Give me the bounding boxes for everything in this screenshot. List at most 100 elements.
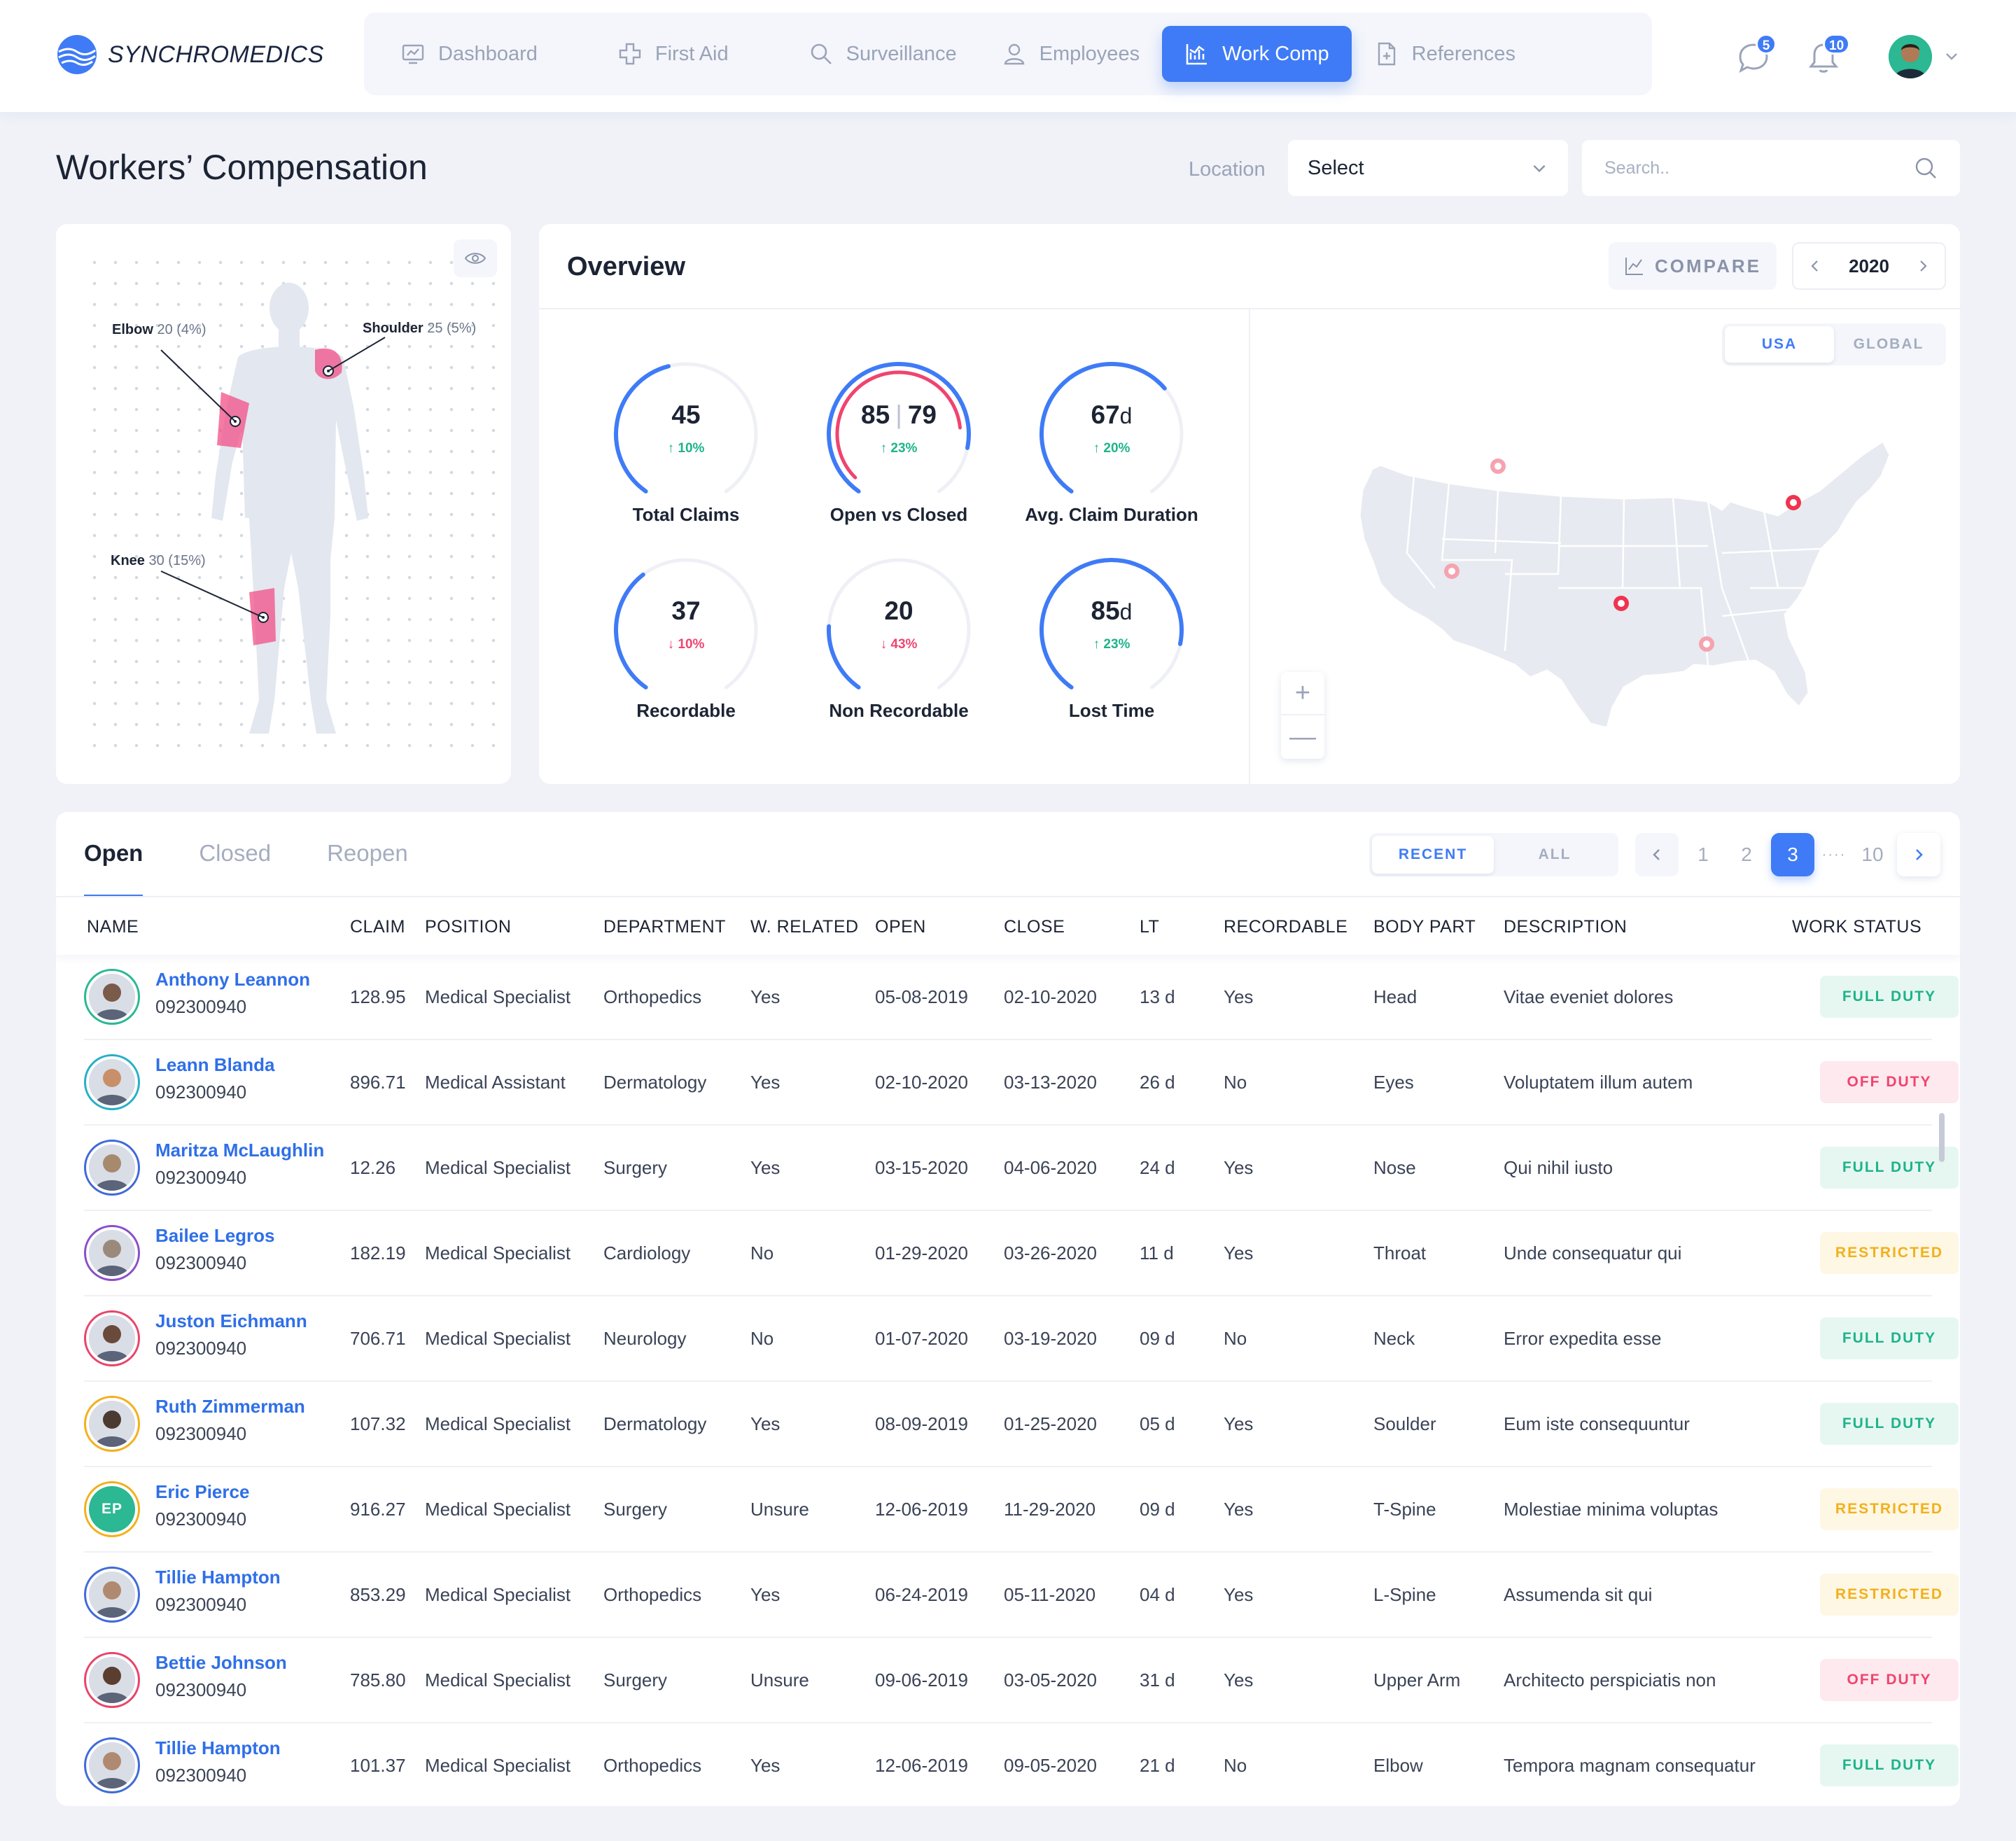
employee-name-link[interactable]: Leann Blanda (155, 1054, 275, 1075)
gauge-value: 20 (884, 596, 913, 625)
nav-employees[interactable]: Employees (979, 26, 1162, 82)
user-avatar[interactable] (1889, 35, 1932, 78)
col-work-status[interactable]: WORK STATUS (1792, 917, 1922, 937)
table-row[interactable]: Bailee Legros 092300940 182.19 Medical Sp… (84, 1211, 1959, 1296)
usa-map[interactable] (1330, 378, 1932, 756)
tab-closed[interactable]: Closed (199, 840, 272, 866)
avatar[interactable] (84, 1396, 140, 1452)
table-row[interactable]: Tillie Hampton 092300940 853.29 Medical S… (84, 1553, 1959, 1638)
claim-cell: 182.19 (350, 1242, 406, 1264)
range-recent-button[interactable]: RECENT (1372, 836, 1494, 874)
table-row[interactable]: EP Eric Pierce 092300940 916.27 Medical S… (84, 1467, 1959, 1553)
table-row[interactable]: Anthony Leannon 092300940 128.95 Medical … (84, 955, 1959, 1040)
avatar[interactable] (84, 1737, 140, 1793)
year-value: 2020 (1849, 255, 1889, 276)
arrow-down-icon: ↓ (667, 637, 675, 652)
col-position[interactable]: POSITION (425, 917, 512, 937)
recordable-gauge[interactable]: 37 ↓ 10% Recordable (609, 553, 763, 735)
col-lost-time[interactable]: LT (1140, 917, 1160, 937)
employee-id: 092300940 (155, 1679, 247, 1700)
page-1-button[interactable]: 1 (1698, 844, 1709, 865)
employee-name-link[interactable]: Anthony Leannon (155, 969, 310, 990)
table-row[interactable]: Bettie Johnson 092300940 785.80 Medical S… (84, 1638, 1959, 1723)
map-zoom-out-button[interactable]: — (1289, 722, 1316, 752)
table-scrollbar[interactable] (1939, 1113, 1945, 1162)
nav-first-aid[interactable]: First Aid (595, 26, 751, 82)
range-toggle: RECENT ALL (1369, 833, 1618, 876)
col-open[interactable]: OPEN (875, 917, 926, 937)
brand-logo[interactable]: SYNCHROMEDICS (56, 34, 324, 76)
nav-references[interactable]: References (1352, 26, 1538, 82)
nav-surveillance[interactable]: Surveillance (786, 26, 979, 82)
avatar[interactable] (84, 969, 140, 1025)
chevron-down-icon[interactable] (1943, 48, 1960, 64)
notifications-button[interactable]: 10 (1806, 34, 1855, 84)
avg-claim-duration-gauge[interactable]: 67d ↑ 20% Avg. Claim Duration (1025, 357, 1198, 539)
table-row[interactable]: Tillie Hampton 092300940 101.37 Medical S… (84, 1723, 1959, 1806)
chevron-right-icon[interactable] (1915, 258, 1931, 274)
region-global-tab[interactable]: GLOBAL (1853, 336, 1924, 352)
description-cell: Qui nihil iusto (1504, 1156, 1614, 1178)
work-related-cell: Unsure (750, 1669, 809, 1690)
description-cell: Voluptatem illum autem (1504, 1071, 1693, 1093)
description-cell: Unde consequatur qui (1504, 1242, 1682, 1264)
nav-work-comp[interactable]: Work Comp (1162, 26, 1352, 82)
table-row[interactable]: Ruth Zimmerman 092300940 107.32 Medical S… (84, 1382, 1959, 1467)
employee-name-link[interactable]: Tillie Hampton (155, 1567, 281, 1588)
employee-name-link[interactable]: Eric Pierce (155, 1481, 250, 1502)
work-related-cell: Yes (750, 986, 780, 1007)
col-work-related[interactable]: W. RELATED (750, 917, 859, 937)
col-claim[interactable]: CLAIM (350, 917, 405, 937)
prev-page-button[interactable] (1635, 833, 1679, 876)
region-usa-tab[interactable]: USA (1725, 326, 1834, 363)
avatar[interactable] (84, 1310, 140, 1366)
nav-dashboard[interactable]: Dashboard (378, 26, 560, 82)
status-badge: RESTRICTED (1820, 1232, 1959, 1274)
lost-time-gauge[interactable]: 85d ↑ 23% Lost Time (1035, 553, 1189, 735)
avatar[interactable] (84, 1567, 140, 1623)
messages-button[interactable]: 5 (1736, 34, 1778, 84)
employee-name-link[interactable]: Maritza McLaughlin (155, 1140, 325, 1161)
chevron-left-icon[interactable] (1807, 258, 1823, 274)
status-badge: FULL DUTY (1820, 1744, 1959, 1786)
page-3-button[interactable]: 3 (1771, 833, 1814, 876)
toggle-visibility-button[interactable] (454, 239, 497, 277)
location-select[interactable]: Select (1288, 140, 1568, 196)
col-close[interactable]: CLOSE (1004, 917, 1065, 937)
col-department[interactable]: DEPARTMENT (603, 917, 726, 937)
open-vs-closed-gauge[interactable]: 85 | 79 ↑ 23% Open vs Closed (822, 357, 976, 539)
body-part-cell: Soulder (1373, 1413, 1436, 1434)
non-recordable-gauge[interactable]: 20 ↓ 43% Non Recordable (822, 553, 976, 735)
range-all-button[interactable]: ALL (1538, 846, 1572, 862)
table-row[interactable]: Maritza McLaughlin 092300940 12.26 Medica… (84, 1126, 1959, 1211)
avatar[interactable] (84, 1225, 140, 1281)
search-icon[interactable] (1914, 156, 1938, 180)
map-pin-west (1444, 564, 1460, 579)
avatar[interactable] (84, 1054, 140, 1110)
page-2-button[interactable]: 2 (1741, 844, 1752, 865)
next-page-button[interactable] (1897, 833, 1940, 876)
avatar[interactable]: EP (84, 1481, 140, 1537)
usa-map-shape (1358, 439, 1891, 729)
employee-name-link[interactable]: Bettie Johnson (155, 1652, 287, 1673)
col-name[interactable]: NAME (87, 917, 139, 937)
compare-button[interactable]: COMPARE (1609, 242, 1777, 290)
total-claims-gauge[interactable]: 45 ↑ 10% Total Claims (609, 357, 763, 539)
table-row[interactable]: Leann Blanda 092300940 896.71 Medical Ass… (84, 1040, 1959, 1126)
employee-name-link[interactable]: Ruth Zimmerman (155, 1396, 305, 1417)
employee-info: Bailee Legros 092300940 (155, 1225, 275, 1274)
avatar[interactable] (84, 1652, 140, 1708)
page-last-button[interactable]: 10 (1861, 844, 1884, 865)
col-recordable[interactable]: RECORDABLE (1224, 917, 1348, 937)
search-input[interactable] (1604, 158, 1898, 178)
avatar[interactable] (84, 1140, 140, 1196)
map-zoom-in-button[interactable]: + (1281, 672, 1324, 715)
table-row[interactable]: Juston Eichmann 092300940 706.71 Medical … (84, 1296, 1959, 1382)
employee-name-link[interactable]: Juston Eichmann (155, 1310, 307, 1331)
tab-reopen[interactable]: Reopen (327, 840, 408, 866)
employee-name-link[interactable]: Bailee Legros (155, 1225, 275, 1246)
tab-open[interactable]: Open (84, 840, 144, 897)
col-description[interactable]: DESCRIPTION (1504, 917, 1628, 937)
col-body-part[interactable]: BODY PART (1373, 917, 1476, 937)
employee-name-link[interactable]: Tillie Hampton (155, 1737, 281, 1758)
